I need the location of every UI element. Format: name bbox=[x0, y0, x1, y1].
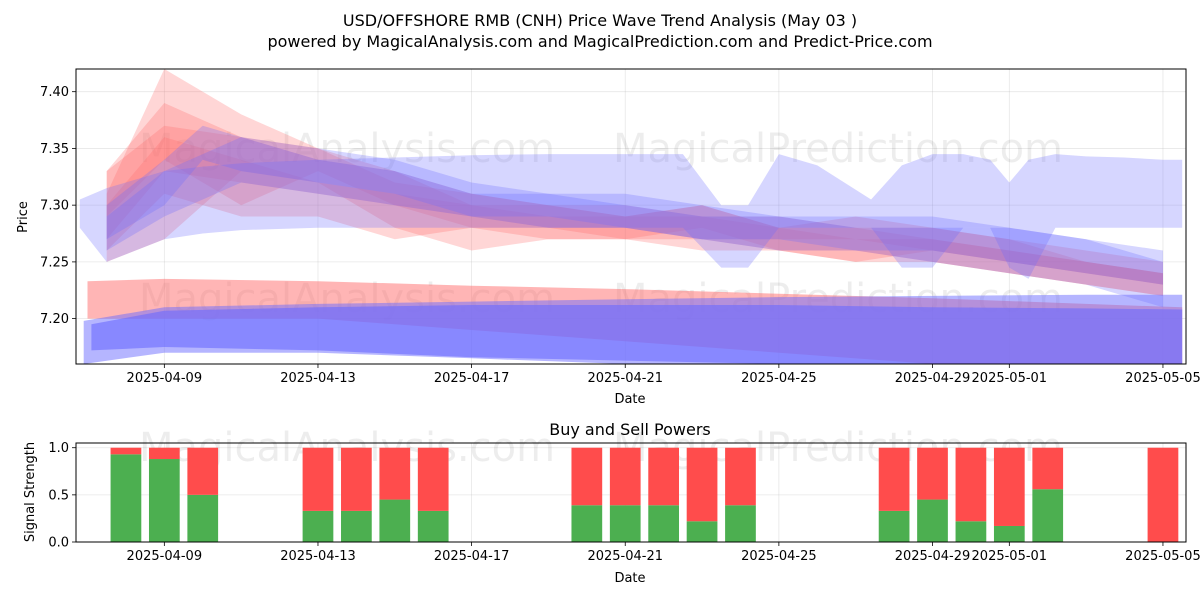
sell-bar bbox=[917, 447, 948, 500]
sell-bar bbox=[686, 447, 718, 522]
x-tick-label: 2025-04-13 bbox=[280, 371, 356, 386]
band-purple-base-band bbox=[91, 305, 1183, 364]
buy-bar bbox=[110, 454, 142, 542]
buy-bar bbox=[571, 505, 603, 542]
buy-bar bbox=[955, 521, 987, 542]
band-blue-wave-3 bbox=[106, 137, 1164, 285]
signal-bars bbox=[110, 447, 1179, 542]
price-x-axis-label: Date bbox=[614, 392, 645, 407]
x-tick-label: 2025-05-01 bbox=[972, 371, 1048, 386]
y-tick-label: 0.0 bbox=[48, 536, 69, 551]
y-tick-label: 1.0 bbox=[48, 441, 69, 456]
signal-chart-title: Buy and Sell Powers bbox=[549, 420, 711, 439]
band-red-wave-3 bbox=[106, 125, 1164, 285]
price-plot-frame bbox=[75, 68, 1187, 365]
sell-bar bbox=[993, 447, 1025, 526]
y-tick-label: 7.25 bbox=[40, 255, 69, 270]
signal-plot-frame bbox=[75, 442, 1187, 543]
price-y-ticks: 7.20 7.25 7.30 7.35 7.40 bbox=[40, 85, 76, 327]
signal-x-ticks: 2025-04-09 2025-04-13 2025-04-17 2025-04-21… bbox=[127, 542, 1200, 564]
sell-bar bbox=[955, 447, 987, 522]
x-tick-label: 2025-04-25 bbox=[741, 371, 817, 386]
buy-bar bbox=[993, 525, 1025, 542]
band-blue-wave-2 bbox=[106, 125, 1164, 308]
price-chart: MagicalAnalysis.com MagicalPrediction.co… bbox=[16, 68, 1200, 407]
x-tick-label: 2025-04-17 bbox=[434, 371, 510, 386]
signal-x-axis-label: Date bbox=[614, 571, 645, 586]
sell-bar bbox=[648, 447, 680, 506]
sell-bar bbox=[148, 447, 180, 460]
sell-bar bbox=[1147, 447, 1179, 542]
buy-bar bbox=[379, 499, 411, 542]
buy-bar bbox=[609, 505, 641, 542]
buy-bar bbox=[341, 510, 372, 542]
price-watermark-left: MagicalAnalysis.com bbox=[139, 126, 555, 172]
chart-title: USD/OFFSHORE RMB (CNH) Price Wave Trend … bbox=[343, 11, 857, 30]
buy-bar bbox=[686, 521, 718, 542]
sell-bar bbox=[341, 447, 372, 511]
x-tick-label: 2025-04-09 bbox=[127, 371, 203, 386]
buy-bar bbox=[417, 510, 449, 542]
x-tick-label: 2025-05-01 bbox=[972, 549, 1048, 564]
buy-bar bbox=[148, 459, 180, 542]
buy-bar bbox=[917, 499, 948, 542]
buy-bar bbox=[648, 505, 680, 542]
y-tick-label: 7.35 bbox=[40, 142, 69, 157]
sell-bar bbox=[187, 447, 219, 495]
signal-chart: Buy and Sell Powers MagicalAnalysis.com … bbox=[23, 420, 1200, 586]
band-red-wave-2 bbox=[106, 69, 1164, 285]
signal-y-axis-label: Signal Strength bbox=[23, 442, 38, 542]
buy-bar bbox=[302, 510, 334, 542]
y-tick-label: 7.40 bbox=[40, 85, 69, 100]
price-watermark-right: MagicalPrediction.com bbox=[613, 126, 1063, 172]
y-tick-label: 7.20 bbox=[40, 312, 69, 327]
sell-bar bbox=[609, 447, 641, 506]
band-blue-wave-1 bbox=[79, 154, 1183, 279]
x-tick-label: 2025-04-21 bbox=[587, 371, 663, 386]
x-tick-label: 2025-04-09 bbox=[127, 549, 203, 564]
sell-bar bbox=[379, 447, 411, 500]
buy-bar bbox=[1032, 489, 1064, 542]
buy-bar bbox=[725, 505, 756, 542]
x-tick-label: 2025-05-05 bbox=[1125, 371, 1200, 386]
x-tick-label: 2025-04-13 bbox=[280, 549, 356, 564]
price-bands bbox=[79, 69, 1183, 364]
x-tick-label: 2025-04-17 bbox=[434, 549, 510, 564]
sell-bar bbox=[878, 447, 910, 511]
x-tick-label: 2025-04-21 bbox=[587, 549, 663, 564]
buy-bar bbox=[878, 510, 910, 542]
buy-bar bbox=[187, 494, 219, 542]
y-tick-label: 0.5 bbox=[48, 488, 69, 503]
sell-bar bbox=[725, 447, 756, 506]
y-tick-label: 7.30 bbox=[40, 199, 69, 214]
signal-y-ticks: 0.0 0.5 1.0 bbox=[48, 441, 76, 551]
x-tick-label: 2025-04-29 bbox=[895, 371, 971, 386]
sell-bar bbox=[1032, 447, 1064, 490]
x-tick-label: 2025-04-25 bbox=[741, 549, 817, 564]
sell-bar bbox=[302, 447, 334, 511]
chart-subtitle: powered by MagicalAnalysis.com and Magic… bbox=[267, 32, 932, 51]
price-y-axis-label: Price bbox=[16, 201, 31, 233]
band-red-wave-1 bbox=[106, 103, 1164, 296]
band-red-wave-4 bbox=[106, 137, 1164, 296]
sell-bar bbox=[571, 447, 603, 506]
x-tick-label: 2025-05-05 bbox=[1125, 549, 1200, 564]
price-x-ticks: 2025-04-09 2025-04-13 2025-04-17 2025-04-21… bbox=[127, 364, 1200, 386]
x-tick-label: 2025-04-29 bbox=[895, 549, 971, 564]
sell-bar bbox=[110, 447, 142, 455]
sell-bar bbox=[417, 447, 449, 511]
price-band-layer bbox=[79, 69, 1183, 364]
